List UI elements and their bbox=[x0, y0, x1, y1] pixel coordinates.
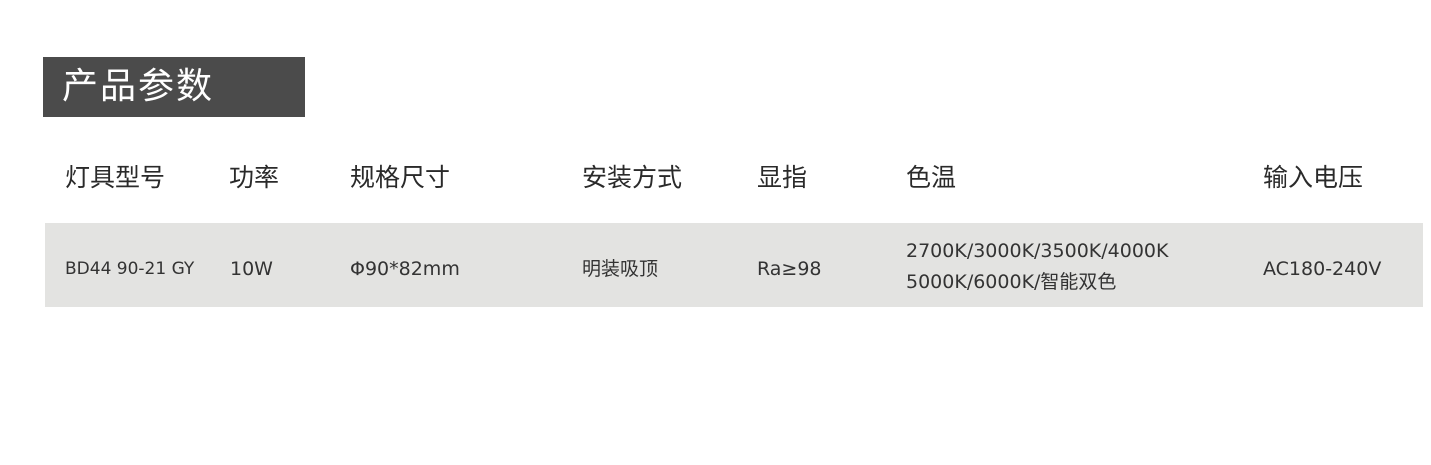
section-title: 产品参数 bbox=[62, 66, 215, 107]
cell-cri: Ra≥98 bbox=[757, 258, 822, 280]
cell-cct-line1: 2700K/3000K/3500K/4000K bbox=[906, 240, 1169, 262]
cell-installation: 明装吸顶 bbox=[582, 258, 659, 280]
header-size: 规格尺寸 bbox=[350, 163, 451, 192]
header-voltage: 输入电压 bbox=[1263, 163, 1364, 192]
cell-model: BD44 90-21 GY bbox=[65, 259, 195, 279]
table-row bbox=[45, 223, 1423, 307]
header-installation: 安装方式 bbox=[582, 163, 683, 192]
cell-cct-line2: 5000K/6000K/智能双色 bbox=[906, 271, 1117, 293]
header-cct: 色温 bbox=[906, 163, 957, 192]
section-title-box: 产品参数 bbox=[43, 57, 305, 117]
header-cri: 显指 bbox=[757, 163, 808, 192]
cell-power: 10W bbox=[230, 258, 273, 280]
cell-voltage: AC180-240V bbox=[1263, 258, 1382, 280]
header-model: 灯具型号 bbox=[65, 163, 166, 192]
cell-size: Φ90*82mm bbox=[350, 258, 460, 280]
header-power: 功率 bbox=[229, 163, 280, 192]
